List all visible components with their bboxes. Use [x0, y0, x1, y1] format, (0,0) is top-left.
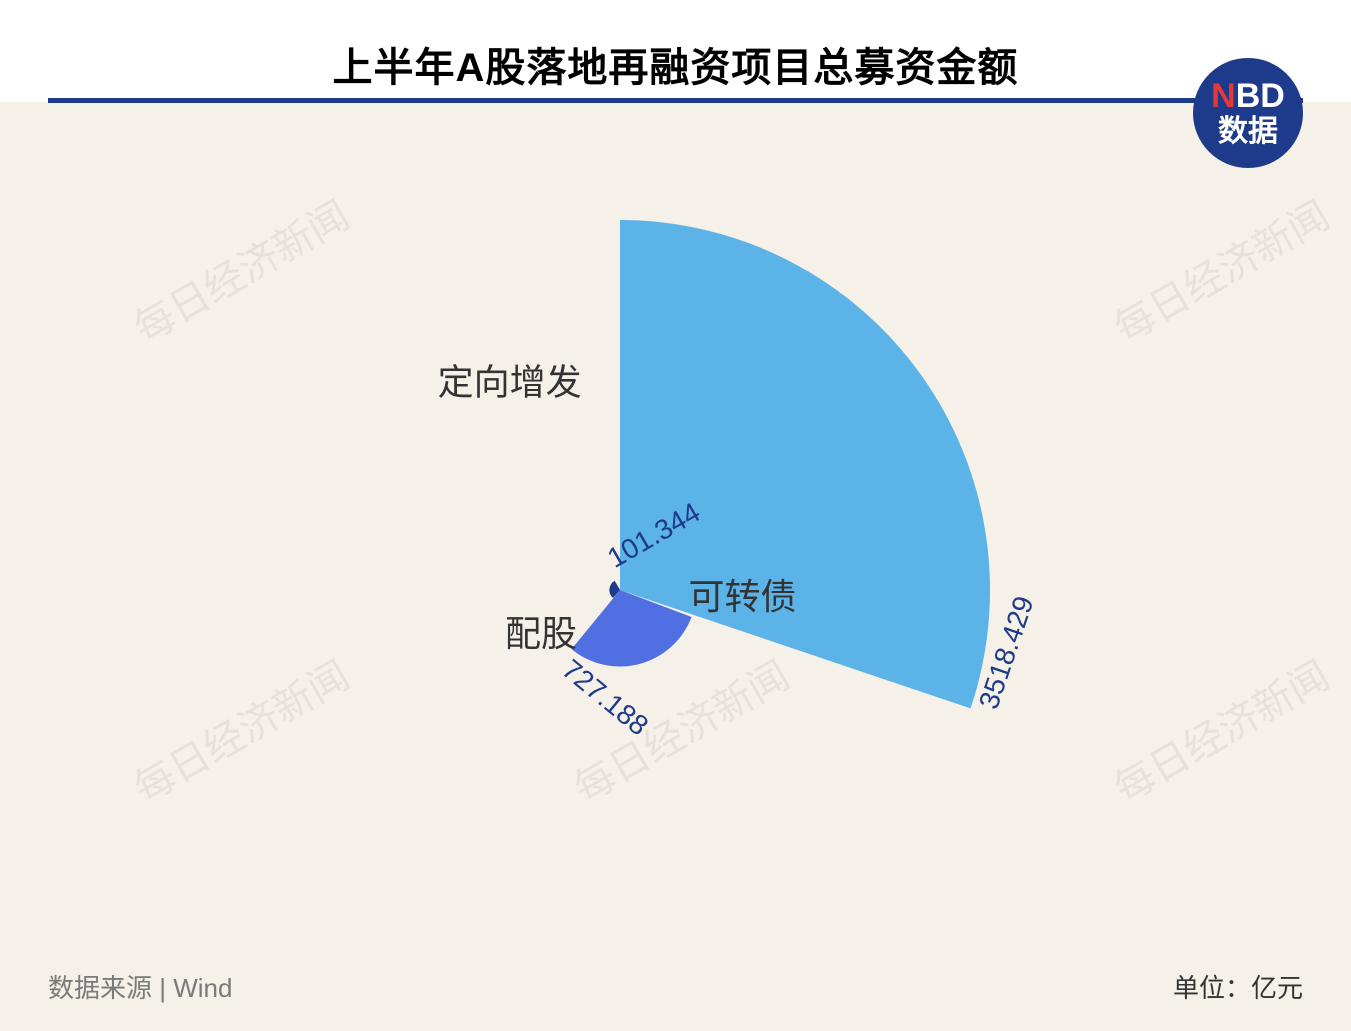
data-source-label: 数据来源 | Wind — [48, 968, 232, 1005]
unit-label: 单位：亿元 — [1173, 968, 1303, 1005]
category-label: 配股 — [505, 613, 577, 654]
logo-letters-bd: BD — [1236, 77, 1285, 115]
polar-chart-svg: 定向增发3518.429可转债727.188配股101.344 — [0, 120, 1351, 980]
chart-container: 定向增发3518.429可转债727.188配股101.344 — [0, 120, 1351, 971]
title-underline — [48, 98, 1303, 103]
logo-top-row: NBD — [1211, 78, 1285, 115]
chart-title: 上半年A股落地再融资项目总募资金额 — [0, 35, 1351, 93]
category-label: 定向增发 — [438, 361, 582, 402]
category-label: 可转债 — [689, 576, 797, 617]
value-label: 727.188 — [556, 653, 654, 741]
logo-letter-n: N — [1211, 77, 1236, 115]
